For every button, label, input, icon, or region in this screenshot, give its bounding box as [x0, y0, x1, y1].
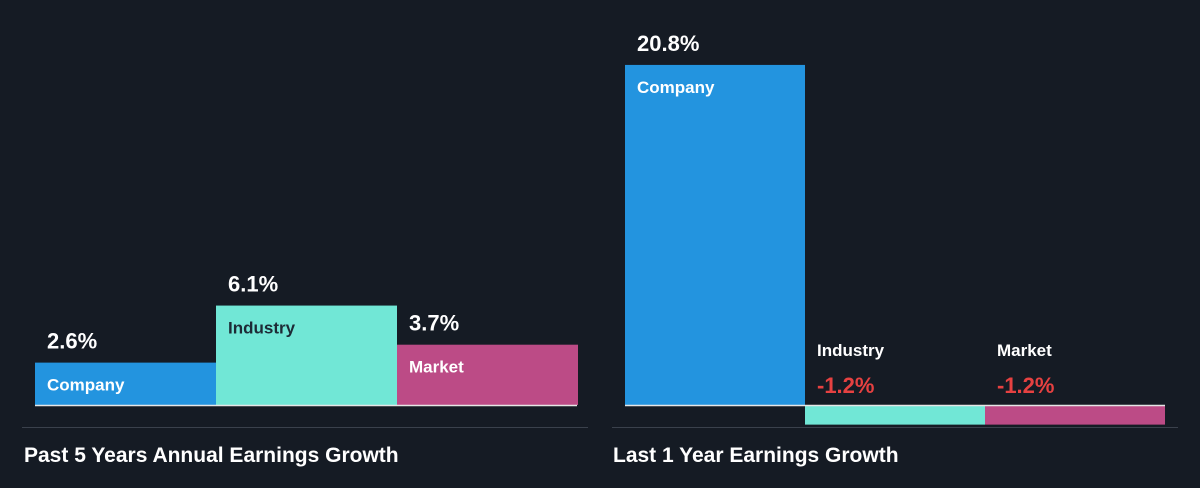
chart-2-divider: [612, 427, 1178, 428]
chart-1-title: Past 5 Years Annual Earnings Growth: [24, 444, 399, 467]
chart-1-bar-market: [397, 344, 578, 405]
chart-2-category-company: Company: [637, 78, 715, 97]
chart-1-category-market: Market: [409, 358, 464, 377]
chart-1-bar-company: [35, 362, 216, 405]
chart-1-divider: [22, 427, 588, 428]
chart-1-category-company: Company: [47, 376, 125, 395]
chart-2-category-market: Market: [997, 341, 1052, 360]
chart-1-category-industry: Industry: [228, 319, 296, 338]
chart-2-category-industry: Industry: [817, 341, 885, 360]
chart-2-value-market: -1.2%: [997, 373, 1054, 398]
chart-2-value-company: 20.8%: [637, 31, 699, 56]
chart-2-value-industry: -1.2%: [817, 373, 874, 398]
chart-1-value-market: 3.7%: [409, 311, 459, 336]
chart-2-bar-industry: [805, 405, 985, 425]
chart-1-bar-industry: [216, 305, 397, 405]
chart-2-title: Last 1 Year Earnings Growth: [613, 444, 899, 467]
chart-2-bar-company: [625, 64, 805, 406]
chart-1-value-industry: 6.1%: [228, 272, 278, 297]
chart-2-bar-market: [985, 405, 1165, 425]
chart-1-value-company: 2.6%: [47, 329, 97, 354]
